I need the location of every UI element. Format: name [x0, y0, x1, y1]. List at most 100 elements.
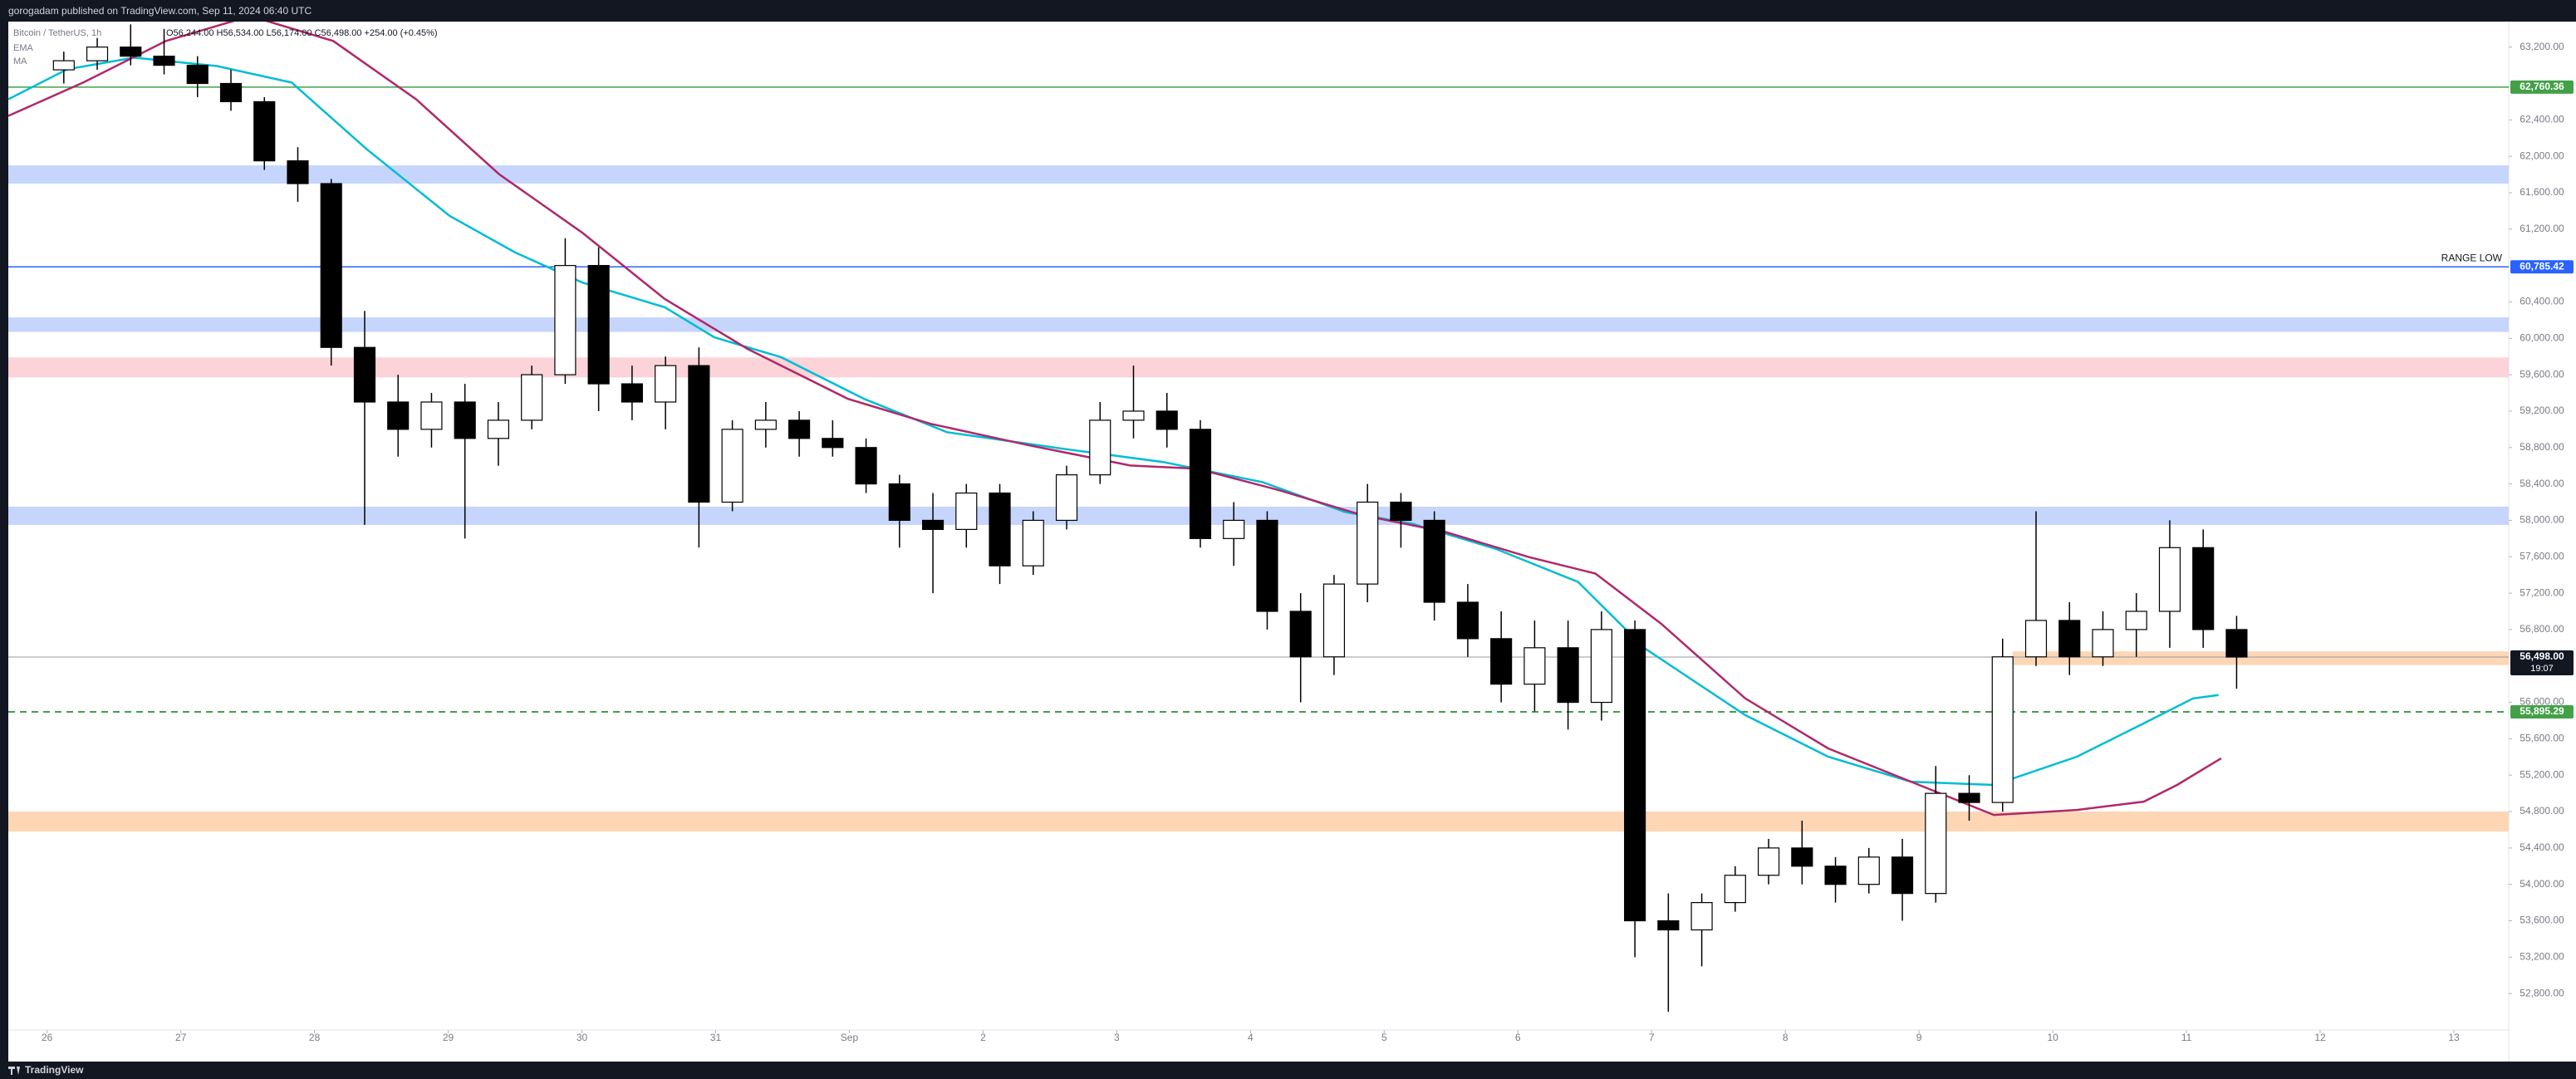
candle-body [2125, 611, 2147, 630]
zone [8, 506, 2509, 525]
y-tick-label: 60,000.00 [2520, 331, 2564, 343]
y-tick-label: 58,000.00 [2520, 514, 2564, 526]
candle-body [1357, 501, 1379, 585]
x-tick-label: 31 [710, 1032, 722, 1043]
zone [2012, 651, 2509, 665]
candle-body [1690, 902, 1713, 931]
candle-body [855, 447, 877, 485]
candle-body [1089, 419, 1111, 476]
plot-background [8, 22, 2576, 1062]
candle-body [454, 401, 476, 439]
price-badge-label: 55,895.29 [2520, 705, 2564, 717]
price-badge-label: 60,785.42 [2520, 260, 2564, 272]
y-tick-label: 54,000.00 [2520, 878, 2564, 890]
x-tick-label: 2 [980, 1032, 986, 1043]
candle-body [2158, 547, 2181, 612]
candle-body [1423, 519, 1445, 603]
zone [8, 812, 2509, 832]
x-tick-label: 27 [175, 1032, 187, 1043]
x-tick-label: 4 [1248, 1032, 1254, 1043]
candle-body [420, 401, 443, 430]
y-tick-label: 61,200.00 [2520, 223, 2564, 234]
y-tick-label: 62,000.00 [2520, 150, 2564, 161]
x-tick-label: 13 [2448, 1032, 2460, 1043]
y-tick-label: 58,800.00 [2520, 441, 2564, 453]
candle-body [921, 519, 945, 530]
candle-body [788, 419, 811, 439]
x-tick-label: 8 [1783, 1032, 1788, 1043]
candle-body [721, 429, 743, 503]
indicator-name: MA [13, 56, 27, 66]
countdown: 19:07 [2530, 664, 2554, 674]
candle-body [487, 419, 510, 439]
candle-body [1824, 866, 1847, 885]
x-tick-label: 30 [577, 1032, 588, 1043]
y-tick-label: 60,400.00 [2520, 296, 2564, 307]
ohlc-values: O56,244.00 H56,534.00 L56,174.00 C56,498… [166, 28, 438, 38]
candle-body [1991, 656, 2014, 803]
logo-icon [8, 1067, 20, 1075]
candle-body [655, 365, 677, 403]
x-tick-label: 7 [1649, 1032, 1655, 1043]
candle-body [1156, 410, 1178, 430]
candle-body [1456, 601, 1479, 640]
y-tick-label: 59,600.00 [2520, 368, 2564, 380]
candle-body [1022, 519, 1044, 566]
symbol-title: Bitcoin / TetherUS, 1h [13, 28, 101, 38]
y-tick-label: 54,400.00 [2520, 841, 2564, 853]
y-tick-label: 57,200.00 [2520, 586, 2564, 598]
candle-body [1122, 410, 1145, 421]
x-tick-label: 11 [2181, 1032, 2192, 1043]
publish-note: gorogadam published on TradingView.com, … [8, 5, 312, 17]
candle-body [688, 365, 710, 503]
y-tick-label: 63,200.00 [2520, 41, 2564, 52]
price-badge [2510, 705, 2574, 719]
y-tick-label: 52,800.00 [2520, 987, 2564, 998]
overlay: Bitcoin / TetherUS, 1h O56,244.00 H56,534… [13, 28, 2574, 1043]
indicator-line [8, 56, 2219, 787]
top-bar [0, 0, 2576, 22]
zone [8, 357, 2509, 378]
x-tick-label: 12 [2314, 1032, 2326, 1043]
candle-body [1590, 629, 1612, 704]
candle-body [2024, 620, 2048, 658]
candle-body [2192, 547, 2215, 630]
candle-body [2058, 620, 2081, 658]
candle-body [219, 82, 243, 103]
candle-body [822, 438, 844, 449]
price-badge [2510, 650, 2574, 675]
y-tick-label: 56,000.00 [2520, 696, 2564, 708]
candle-body [1524, 647, 1546, 685]
candle-body [1557, 647, 1579, 704]
candle-body [1490, 638, 1513, 685]
candle-body [989, 492, 1011, 566]
candle-body [387, 401, 410, 430]
indicator-name: EMA [13, 43, 34, 53]
candle-body [86, 47, 109, 61]
level-note: RANGE LOW [2441, 252, 2503, 263]
y-tick-label: 61,600.00 [2520, 186, 2564, 198]
candle-body [2092, 629, 2114, 658]
price-badge [2510, 80, 2574, 94]
candle-body [1624, 629, 1646, 922]
x-tick-label: 26 [42, 1032, 53, 1043]
candle-body [153, 56, 175, 66]
y-tick-label: 53,600.00 [2520, 915, 2564, 926]
x-tick-label: 6 [1515, 1032, 1521, 1043]
candle-body [120, 47, 142, 57]
y-tick-label: 58,400.00 [2520, 478, 2564, 489]
candle-body [754, 419, 777, 430]
candle-body [1390, 501, 1412, 522]
candle-body [587, 265, 610, 385]
candle-body [1322, 583, 1346, 658]
candle-body [1657, 920, 1680, 931]
x-tick-label: 5 [1381, 1032, 1387, 1043]
candle-body [888, 483, 910, 522]
candle-body [1857, 856, 1880, 885]
candle-body [955, 492, 978, 530]
zone [8, 165, 2509, 184]
x-tick-label: 28 [309, 1032, 321, 1043]
candle-body [1925, 792, 1947, 895]
price-badge-label: 56,498.00 [2520, 650, 2564, 662]
